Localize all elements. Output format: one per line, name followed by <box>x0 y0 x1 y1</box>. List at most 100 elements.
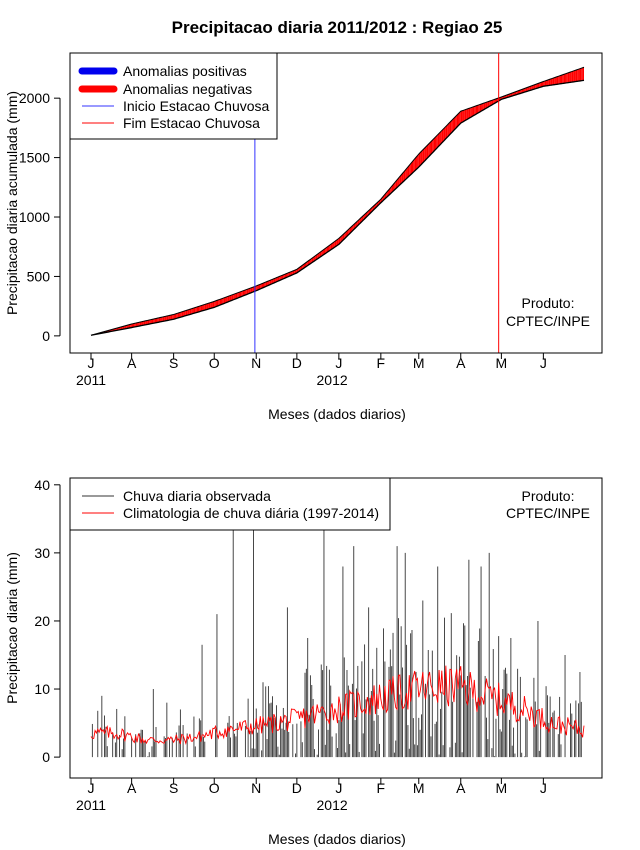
negative-anomaly-segment <box>169 315 171 321</box>
negative-anomaly-segment <box>161 316 163 322</box>
legend-label-end: Fim Estacao Chuvosa <box>123 115 260 131</box>
chart2-x-tick-label: D <box>292 780 302 796</box>
negative-anomaly-segment <box>578 68 580 82</box>
negative-anomaly-segment <box>471 106 473 117</box>
chart2-annotation-line1: Produto: <box>522 488 575 504</box>
negative-anomaly-segment <box>202 304 204 311</box>
climatology-cumulative-line <box>90 66 585 336</box>
negative-anomaly-segment <box>263 282 265 288</box>
negative-anomaly-segment <box>464 109 467 121</box>
chart1-plot-area <box>90 53 585 353</box>
negative-anomaly-segment <box>556 76 559 85</box>
negative-anomaly-segment <box>215 300 217 307</box>
chart1-title: Precipitacao diaria 2011/2012 : Regiao 2… <box>172 18 503 37</box>
negative-anomaly-segment <box>196 306 198 313</box>
negative-anomaly-segment <box>172 314 174 320</box>
negative-anomaly-segment <box>325 247 327 254</box>
negative-anomaly-segment <box>328 245 330 252</box>
negative-anomaly-segment <box>536 83 538 89</box>
negative-anomaly-segment <box>227 295 230 302</box>
negative-anomaly-segment <box>577 69 579 82</box>
negative-anomaly-segment <box>524 88 526 93</box>
chart2-x-tick-label: M <box>413 780 425 796</box>
chart1-x-tick-label: N <box>251 355 261 371</box>
negative-anomaly-segment <box>139 321 142 326</box>
negative-anomaly-segment <box>462 110 464 123</box>
negative-anomaly-segment <box>406 166 408 179</box>
negative-anomaly-segment <box>275 277 277 283</box>
negative-anomaly-segment <box>179 312 181 318</box>
chart1-annotation-line1: Produto: <box>522 295 575 311</box>
negative-anomaly-segment <box>393 183 395 192</box>
chart2-x-tick-label: S <box>169 780 178 796</box>
chart1-annotation-line2: CPTEC/INPE <box>506 313 590 329</box>
negative-anomaly-segment <box>475 105 478 115</box>
negative-anomaly-segment <box>184 310 186 317</box>
negative-anomaly-segment <box>135 322 138 327</box>
chart1-y-tick-label: 1500 <box>19 150 50 166</box>
negative-anomaly-segment <box>239 291 242 298</box>
negative-anomaly-segment <box>414 157 417 171</box>
negative-anomaly-segment <box>548 79 551 86</box>
negative-anomaly-segment <box>429 141 431 156</box>
negative-anomaly-segment <box>482 103 484 111</box>
chart1-year-label: 2011 <box>76 372 106 388</box>
chart2-plot-area <box>90 525 585 758</box>
negative-anomaly-segment <box>560 74 563 84</box>
negative-anomaly-segment <box>248 288 250 294</box>
negative-anomaly-segment <box>181 311 184 317</box>
negative-anomaly-segment <box>558 75 560 85</box>
negative-anomaly-segment <box>177 312 180 319</box>
negative-anomaly-segment <box>200 305 203 312</box>
negative-anomaly-segment <box>571 71 574 83</box>
negative-anomaly-segment <box>395 179 398 189</box>
negative-anomaly-segment <box>150 319 152 324</box>
negative-anomaly-segment <box>403 170 406 182</box>
negative-anomaly-segment <box>191 308 193 315</box>
negative-anomaly-segment <box>540 82 543 88</box>
chart1-x-tick-label: D <box>292 355 302 371</box>
negative-anomaly-segment <box>533 84 536 90</box>
negative-anomaly-segment <box>241 290 243 297</box>
negative-anomaly-segment <box>147 319 150 325</box>
negative-anomaly-segment <box>405 168 407 180</box>
negative-anomaly-segment <box>271 279 273 285</box>
negative-anomaly-segment <box>173 314 175 320</box>
negative-anomaly-segment <box>160 317 162 322</box>
negative-anomaly-segment <box>479 104 482 113</box>
chart2-y-tick-label: 30 <box>34 545 50 561</box>
negative-anomaly-segment <box>126 325 128 329</box>
negative-anomaly-segment <box>238 291 240 298</box>
chart1-x-tick-label: F <box>377 355 386 371</box>
negative-anomaly-segment <box>529 86 532 91</box>
negative-anomaly-segment <box>127 324 129 329</box>
negative-anomaly-segment <box>234 293 236 300</box>
negative-anomaly-segment <box>452 118 454 132</box>
negative-anomaly-segment <box>525 87 528 92</box>
negative-anomaly-segment <box>166 315 169 321</box>
chart2-x-tick-label: A <box>127 780 137 796</box>
negative-anomaly-segment <box>273 278 276 283</box>
negative-anomaly-segment <box>207 303 209 310</box>
negative-anomaly-segment <box>188 309 190 315</box>
chart1-x-tick-label: J <box>88 355 95 371</box>
negative-anomaly-segment <box>222 297 224 305</box>
negative-anomaly-segment <box>531 85 533 91</box>
negative-anomaly-segment <box>424 147 426 162</box>
chart2-x-tick-label: F <box>377 780 386 796</box>
negative-anomaly-segment <box>537 83 540 88</box>
chart2-x-tick-label: M <box>496 780 508 796</box>
negative-anomaly-segment <box>401 173 403 184</box>
negative-anomaly-segment <box>149 319 151 325</box>
chart1-x-tick-label: A <box>456 355 466 371</box>
negative-anomaly-segment <box>269 279 272 285</box>
negative-anomaly-segment <box>474 106 476 116</box>
negative-anomaly-segment <box>176 313 178 319</box>
negative-anomaly-segment <box>563 73 566 84</box>
negative-anomaly-segment <box>546 80 548 86</box>
observed-cumulative-line <box>90 79 585 336</box>
negative-anomaly-segment <box>137 322 139 327</box>
negative-anomaly-segment <box>214 300 216 308</box>
negative-anomaly-segment <box>187 309 189 316</box>
